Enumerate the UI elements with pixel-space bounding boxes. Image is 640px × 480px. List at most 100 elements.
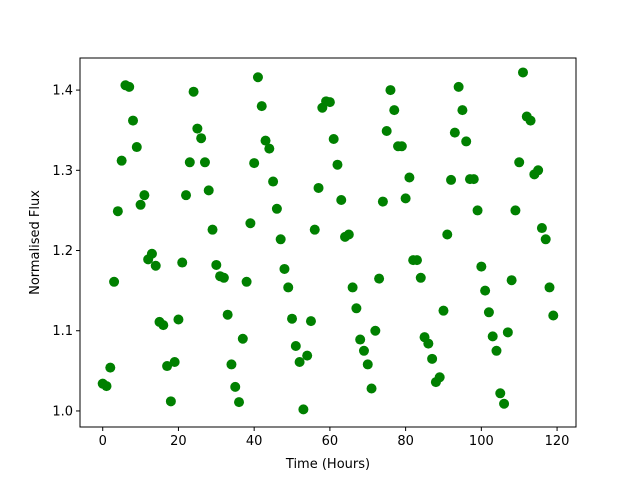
data-point: [165, 396, 176, 407]
y-tick-label: 1.1: [52, 324, 73, 339]
data-point: [468, 174, 479, 185]
data-point: [298, 404, 309, 415]
data-point: [487, 331, 498, 342]
data-point: [389, 105, 400, 116]
x-tick-label: 80: [397, 434, 414, 449]
data-point: [249, 158, 260, 169]
data-point: [480, 285, 491, 296]
data-point: [449, 127, 460, 138]
data-point: [533, 165, 544, 176]
data-point: [109, 276, 120, 287]
data-point: [415, 272, 426, 283]
x-tick-label: 40: [246, 434, 263, 449]
data-point: [203, 185, 214, 196]
data-point: [381, 126, 392, 136]
data-point: [453, 81, 464, 92]
data-point: [294, 357, 305, 368]
x-tick-label: 0: [99, 434, 107, 449]
data-point: [472, 205, 483, 216]
data-point: [438, 305, 449, 316]
data-point: [404, 172, 415, 183]
data-point: [241, 276, 252, 287]
data-point: [548, 310, 559, 321]
data-point: [124, 81, 135, 92]
plot-frame: [79, 57, 577, 428]
data-point: [427, 353, 438, 364]
y-axis-label: Normalised Flux: [28, 190, 43, 295]
data-point: [234, 397, 245, 408]
data-point: [461, 136, 472, 147]
data-point: [483, 307, 494, 318]
data-point: [207, 224, 218, 235]
data-point: [499, 398, 510, 409]
data-point: [366, 383, 377, 394]
data-point: [495, 388, 506, 399]
data-point: [268, 176, 279, 187]
data-point: [370, 325, 381, 336]
data-point: [362, 359, 373, 370]
data-point: [351, 303, 362, 314]
data-point: [491, 345, 502, 356]
data-point: [411, 255, 422, 266]
data-point: [116, 155, 127, 166]
y-tick-label: 1.3: [52, 164, 73, 179]
data-point: [181, 190, 192, 201]
data-point: [135, 199, 146, 210]
data-point: [260, 135, 271, 146]
data-point: [457, 105, 468, 116]
data-point: [169, 357, 180, 368]
data-point: [222, 309, 233, 320]
data-point: [517, 67, 528, 78]
data-point: [146, 248, 157, 259]
data-point: [264, 143, 275, 154]
data-point: [252, 72, 263, 83]
data-point: [347, 282, 358, 293]
x-tick-label: 20: [170, 434, 187, 449]
data-point: [139, 190, 150, 201]
data-point: [283, 282, 294, 293]
data-point: [192, 123, 203, 134]
data-point: [446, 174, 457, 185]
y-axis-ticks: 1.0 1.1 1.2 1.3 1.4: [52, 84, 80, 419]
data-point: [211, 259, 222, 270]
y-tick-label: 1.2: [52, 244, 73, 259]
data-point: [302, 350, 313, 361]
data-point: [305, 316, 316, 327]
data-point: [237, 333, 248, 344]
data-point: [540, 234, 551, 245]
data-point: [188, 86, 199, 97]
data-point: [287, 313, 298, 324]
data-point: [442, 229, 453, 240]
data-point: [256, 101, 267, 112]
data-point: [525, 115, 536, 126]
data-point: [245, 218, 256, 229]
data-point: [324, 97, 335, 108]
data-point: [332, 159, 343, 170]
x-axis-label: Time (Hours): [285, 457, 370, 472]
x-axis-ticks: 0 20 40 60 80 100 120: [99, 427, 569, 449]
data-point: [510, 205, 521, 216]
data-point: [105, 362, 116, 373]
data-point: [476, 261, 487, 272]
data-point: [158, 320, 169, 331]
data-point: [177, 257, 188, 268]
data-point: [199, 157, 210, 168]
data-point: [400, 193, 411, 204]
data-point: [358, 345, 369, 356]
data-point: [309, 224, 320, 235]
data-point: [218, 272, 229, 283]
data-point: [196, 133, 207, 144]
data-point: [374, 273, 385, 284]
data-point: [396, 141, 407, 152]
data-point: [173, 314, 184, 325]
data-point: [514, 157, 525, 168]
y-tick-label: 1.0: [52, 404, 73, 419]
data-point: [112, 206, 123, 217]
data-point: [343, 229, 354, 240]
data-point: [502, 327, 513, 338]
data-point: [536, 223, 547, 234]
data-point: [184, 157, 195, 168]
data-point: [434, 372, 445, 383]
data-point: [275, 234, 286, 245]
